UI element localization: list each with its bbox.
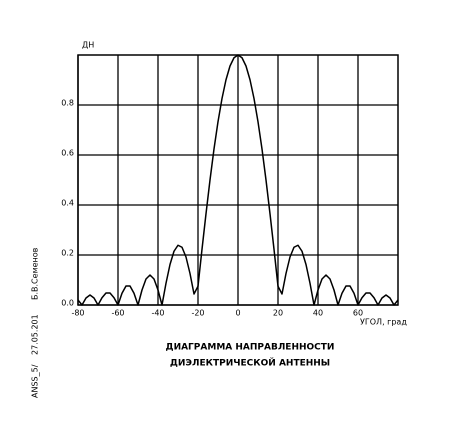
- line: [77, 54, 399, 306]
- x-axis-label: УГОЛ, град: [360, 318, 407, 327]
- x-tick-label: 60: [353, 309, 363, 318]
- side-note: ANSS_5/: [31, 364, 40, 398]
- y-tick-label: 0.2: [61, 249, 74, 258]
- x-tick-label: -20: [191, 309, 204, 318]
- x-tick-label: -40: [151, 309, 164, 318]
- side-note: Б.В.Семенов: [31, 247, 40, 300]
- y-tick-label: 0.8: [61, 99, 74, 108]
- side-note: 27.05.201: [31, 314, 40, 355]
- y-tick-label: 0.6: [61, 149, 74, 158]
- y-tick-label: 0.4: [61, 199, 74, 208]
- x-tick-label: 40: [313, 309, 323, 318]
- y-tick-label: 0.0: [61, 299, 74, 308]
- x-tick-label: 20: [273, 309, 283, 318]
- x-tick-label: -60: [111, 309, 124, 318]
- caption: ДИЭЛЕКТРИЧЕСКОЙ АНТЕННЫ: [170, 357, 330, 369]
- x-tick-label: 0: [235, 309, 240, 318]
- caption: ДИАГРАММА НАПРАВЛЕННОСТИ: [166, 343, 335, 353]
- y-axis-label: ДН: [82, 41, 94, 50]
- x-tick-label: -80: [71, 309, 84, 318]
